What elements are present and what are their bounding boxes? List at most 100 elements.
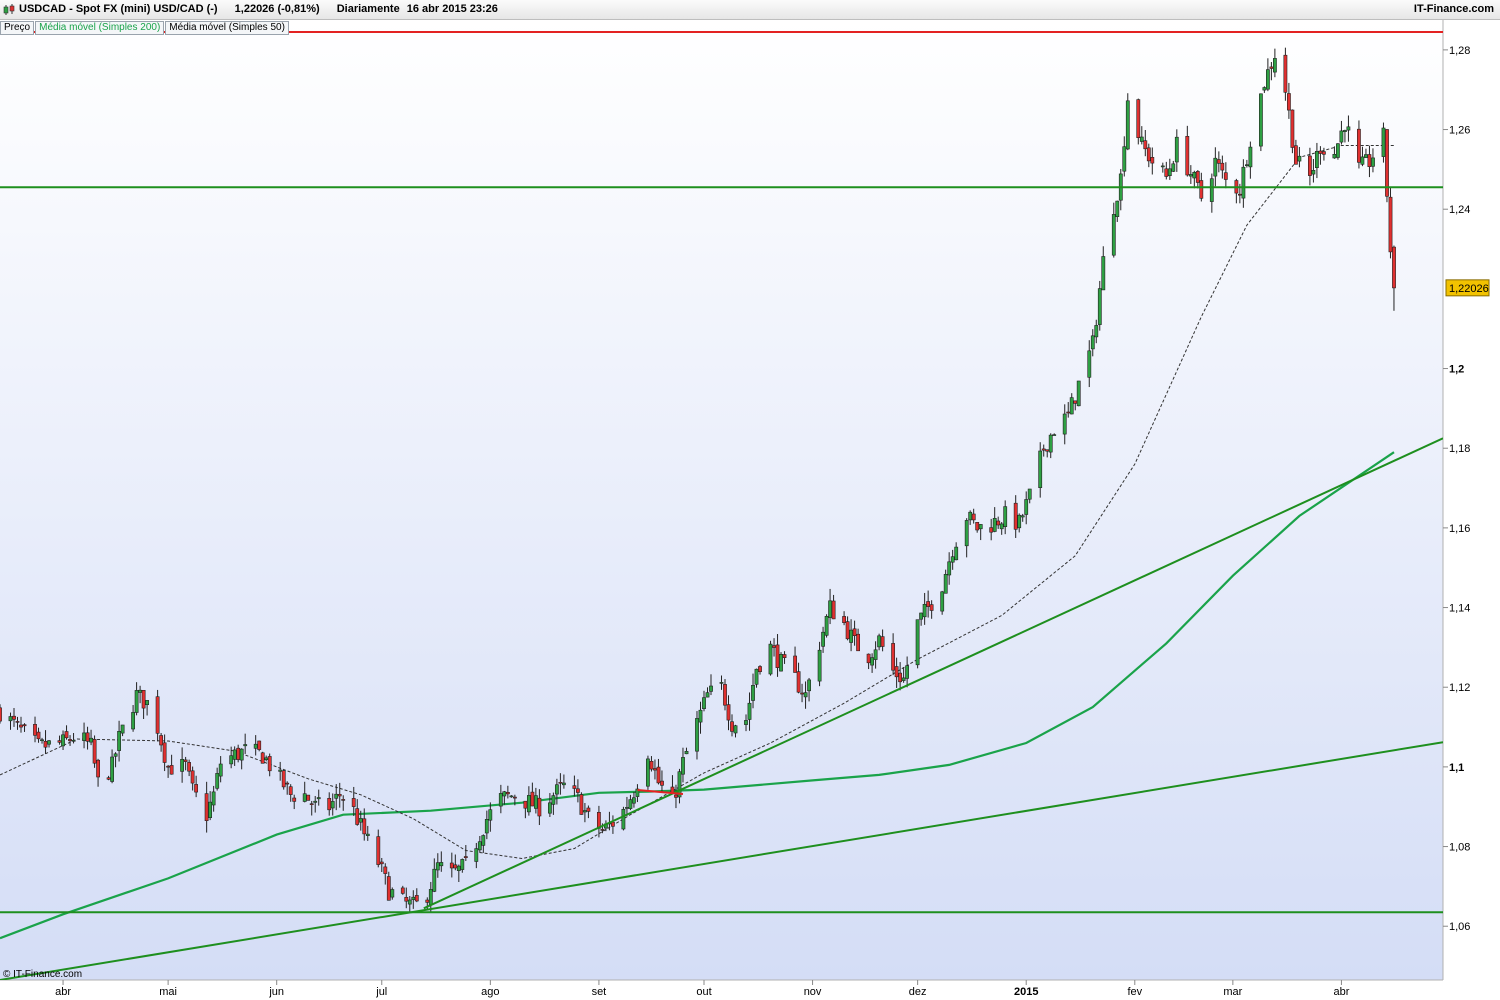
- candle: [1160, 162, 1165, 173]
- price-chart[interactable]: 1,28 1,26 1,24 1,2 1,18 1,16 1,14 1,12 1,1 1,08 1,…: [0, 20, 1500, 1000]
- candle: [1041, 444, 1046, 457]
- legend-item-price[interactable]: Preço: [0, 21, 35, 35]
- candle: [1381, 122, 1386, 163]
- candle: [383, 863, 388, 885]
- candle: [631, 791, 636, 808]
- candle: [22, 723, 27, 732]
- y-tick-label: 1,06: [1449, 921, 1470, 933]
- trendline[interactable]: [423, 437, 1443, 910]
- candle: [211, 785, 216, 812]
- candle: [547, 793, 552, 817]
- candle: [751, 673, 755, 709]
- y-tick-label: 1,18: [1449, 443, 1470, 455]
- candle: [1073, 400, 1078, 411]
- candle: [1332, 146, 1337, 159]
- x-tick-label: out: [696, 986, 711, 998]
- candle: [1283, 47, 1288, 101]
- candle: [824, 614, 829, 638]
- candle: [1336, 143, 1340, 160]
- y-tick-label: 1,26: [1449, 125, 1470, 137]
- candle: [463, 845, 468, 862]
- candle: [1287, 82, 1291, 119]
- candle: [1346, 115, 1351, 142]
- candle: [870, 653, 875, 673]
- candle: [477, 835, 482, 853]
- candle: [281, 769, 286, 790]
- chart-header: USDCAD - Spot FX (mini) USD/CAD (-) 1,22…: [0, 0, 1500, 20]
- candle: [288, 784, 293, 802]
- red-segment[interactable]: [637, 788, 684, 795]
- candle: [1223, 162, 1228, 189]
- candle: [894, 657, 899, 688]
- candle: [194, 775, 199, 798]
- x-tick-label: jun: [268, 986, 284, 998]
- candle: [1297, 147, 1302, 168]
- candle: [768, 640, 773, 676]
- candle: [537, 789, 542, 826]
- candle: [1090, 329, 1095, 357]
- candle: [821, 626, 826, 653]
- candle: [113, 752, 118, 768]
- candle: [239, 748, 244, 770]
- candle: [964, 518, 969, 558]
- legend-item-sma50[interactable]: Média móvel (Simples 50): [165, 21, 289, 35]
- candle: [505, 785, 510, 799]
- candle: [1294, 139, 1298, 165]
- candle: [481, 834, 486, 853]
- candle: [849, 619, 854, 652]
- candle: [89, 729, 94, 746]
- candle: [940, 590, 945, 615]
- candle: [498, 784, 503, 814]
- sma200-line: [0, 451, 1395, 940]
- candle: [355, 799, 360, 826]
- candle: [120, 724, 125, 737]
- candle: [183, 756, 188, 771]
- candle: [379, 857, 384, 873]
- trendline[interactable]: [0, 741, 1443, 980]
- candle: [40, 737, 44, 744]
- candle: [1360, 146, 1365, 167]
- candle: [698, 701, 703, 734]
- candle: [1111, 202, 1116, 258]
- candle: [915, 619, 920, 669]
- candle: [628, 794, 633, 811]
- candle: [1262, 86, 1267, 93]
- candle: [117, 720, 122, 762]
- candle: [782, 651, 787, 664]
- candle: [610, 815, 615, 834]
- candle: [61, 730, 65, 751]
- y-tick-label: 1,24: [1449, 204, 1470, 216]
- candle: [929, 600, 934, 619]
- candle: [1388, 187, 1393, 259]
- candle: [943, 569, 948, 594]
- candle: [978, 524, 983, 541]
- candlestick-icon: [3, 4, 15, 15]
- candle: [1020, 513, 1025, 522]
- x-tick-label: mar: [1223, 986, 1242, 998]
- candle: [351, 786, 356, 816]
- candle: [807, 677, 812, 702]
- candle: [709, 674, 713, 696]
- datetime-label: 16 abr 2015 23:26: [406, 3, 498, 15]
- legend-item-sma200[interactable]: Média móvel (Simples 200): [35, 21, 165, 35]
- candle: [215, 767, 220, 791]
- candle: [723, 679, 727, 711]
- candle: [649, 756, 654, 772]
- candle: [236, 744, 241, 763]
- y-tick-label: 1,08: [1449, 842, 1470, 854]
- candle: [1195, 170, 1200, 189]
- y-tick-label: 1,12: [1449, 682, 1470, 694]
- candle: [793, 646, 798, 673]
- candle: [432, 858, 437, 893]
- candle: [1045, 449, 1050, 458]
- candle: [232, 746, 237, 766]
- candle: [817, 641, 822, 687]
- candle: [922, 592, 927, 625]
- candle: [71, 733, 76, 744]
- candle: [145, 700, 150, 716]
- candle: [660, 770, 664, 793]
- candle: [880, 629, 885, 652]
- candle: [1185, 125, 1190, 177]
- candle: [309, 800, 314, 816]
- x-tick-label: ago: [481, 986, 499, 998]
